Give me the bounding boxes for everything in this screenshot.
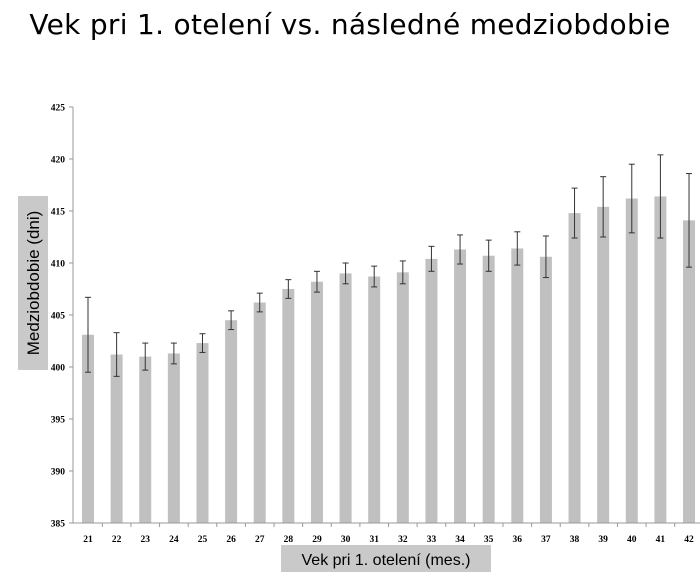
x-tick-label: 33 xyxy=(427,535,437,545)
x-tick-label: 39 xyxy=(598,535,608,545)
bar xyxy=(225,320,238,523)
error-bar xyxy=(428,245,435,272)
x-axis-title: Vek pri 1. otelení (mes.) xyxy=(302,552,471,569)
x-tick-label: 36 xyxy=(513,535,523,545)
x-tick-label: 29 xyxy=(312,535,322,545)
error-bar xyxy=(571,187,578,239)
x-tick-label: 31 xyxy=(369,535,379,545)
y-tick-label: 410 xyxy=(51,260,66,270)
error-bars xyxy=(85,154,693,377)
bar xyxy=(654,196,667,523)
error-bar xyxy=(313,270,320,293)
bar xyxy=(110,354,123,523)
bar xyxy=(425,258,438,523)
bar xyxy=(167,353,180,523)
y-tick-label: 425 xyxy=(51,104,66,114)
x-tick-label: 25 xyxy=(198,535,208,545)
bar xyxy=(339,273,352,523)
y-tick-label: 420 xyxy=(51,156,66,166)
y-tick-label: 385 xyxy=(51,520,66,530)
error-bar xyxy=(256,292,263,313)
chart-title: Vek pri 1. otelení vs. následné medziobd… xyxy=(29,8,671,41)
error-bar xyxy=(600,176,607,238)
error-bar xyxy=(371,265,378,288)
x-tick-label: 40 xyxy=(627,535,637,545)
y-tick-label: 400 xyxy=(51,364,66,374)
error-bar xyxy=(399,260,406,285)
y-axis-ticks: 385 390 395 400 405 410 415 420 425 xyxy=(51,104,73,530)
bars xyxy=(82,196,696,524)
error-bar xyxy=(285,279,292,299)
y-tick-label: 415 xyxy=(51,208,66,218)
bar xyxy=(253,302,266,523)
error-bar xyxy=(686,173,693,268)
x-tick-label: 42 xyxy=(684,535,694,545)
error-bar xyxy=(142,342,149,371)
error-bar xyxy=(342,262,349,285)
bar xyxy=(568,213,581,523)
x-tick-label: 22 xyxy=(112,535,122,545)
x-tick-label: 37 xyxy=(541,535,551,545)
x-tick-label: 28 xyxy=(284,535,294,545)
bar xyxy=(539,256,552,523)
bar xyxy=(139,356,152,523)
y-tick-label: 390 xyxy=(51,468,66,478)
y-tick-label: 405 xyxy=(51,312,66,322)
error-bar xyxy=(85,296,91,373)
y-tick-label: 395 xyxy=(51,416,66,426)
x-axis-title-group: Vek pri 1. otelení (mes.) xyxy=(281,545,491,572)
x-tick-label: 27 xyxy=(255,535,265,545)
bar xyxy=(282,289,295,523)
error-bar xyxy=(628,163,635,234)
x-tick-label: 26 xyxy=(226,535,236,545)
error-bar xyxy=(514,231,521,266)
bar xyxy=(454,249,467,524)
x-tick-label: 32 xyxy=(398,535,408,545)
error-bar xyxy=(170,342,177,365)
bar xyxy=(683,220,696,524)
bar xyxy=(368,276,381,523)
x-tick-label: 35 xyxy=(484,535,494,545)
x-tick-label: 34 xyxy=(455,535,465,545)
bar xyxy=(310,281,323,523)
bar xyxy=(196,343,209,523)
x-axis-ticks: 21 22 23 24 25 26 27 28 29 30 31 32 33 34 35 36 37 38 39 40… xyxy=(83,523,694,545)
error-bar xyxy=(113,332,120,377)
bar xyxy=(82,334,94,523)
error-bar xyxy=(457,234,464,265)
y-axis-title-group: Medziobdobie (dni) xyxy=(18,196,48,370)
bar xyxy=(482,255,495,523)
y-axis-title: Medziobdobie (dni) xyxy=(24,211,43,356)
x-tick-label: 38 xyxy=(570,535,580,545)
error-bar xyxy=(199,333,206,353)
error-bar xyxy=(657,154,664,239)
bar xyxy=(625,198,638,523)
bar xyxy=(396,272,409,523)
x-tick-label: 41 xyxy=(656,535,666,545)
bar xyxy=(511,248,524,523)
bar xyxy=(597,206,610,523)
error-bar xyxy=(228,310,235,331)
error-bar xyxy=(542,235,549,279)
x-tick-label: 21 xyxy=(83,535,93,545)
x-tick-label: 23 xyxy=(140,535,150,545)
error-bar xyxy=(485,239,492,272)
x-tick-label: 24 xyxy=(169,535,179,545)
x-tick-label: 30 xyxy=(341,535,351,545)
